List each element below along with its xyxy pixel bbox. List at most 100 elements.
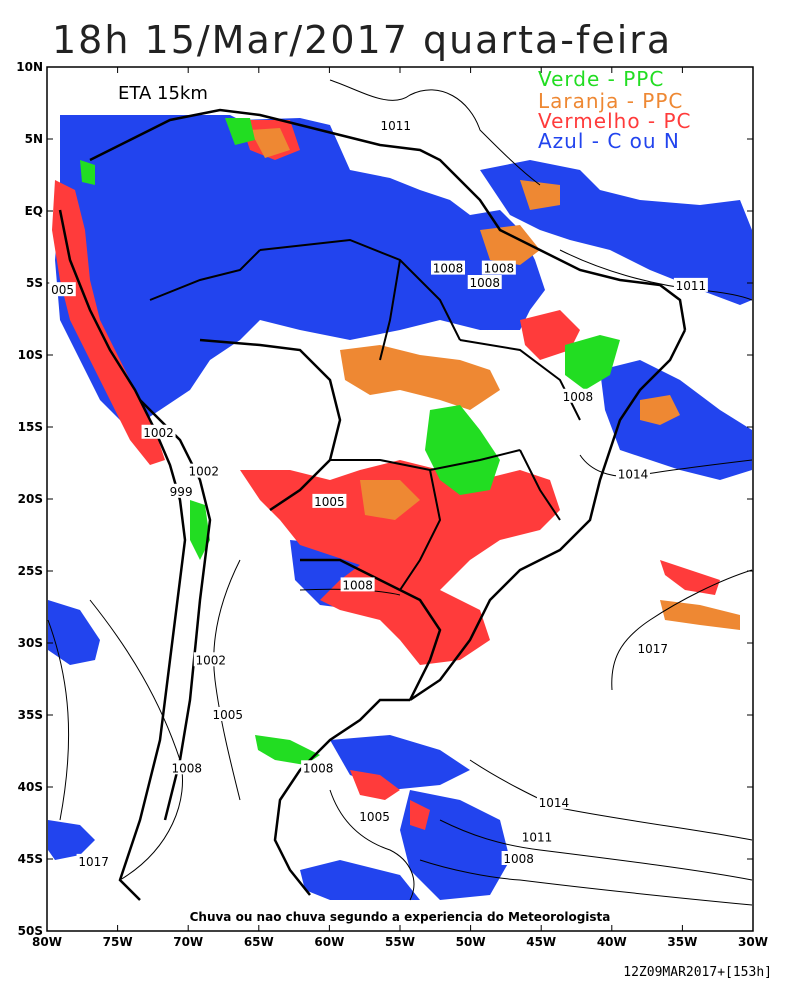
lat-tick-label: 10S — [18, 348, 43, 362]
blue-area-east-coast — [600, 360, 752, 480]
isobar-label: 1005 — [312, 493, 347, 509]
lon-tick-label: 50W — [456, 935, 486, 949]
isobar-contours — [47, 79, 753, 906]
forecast-run-label: 12Z09MAR2017+[153h] — [623, 965, 772, 980]
isobar-value: 1008 — [503, 852, 534, 866]
isobar-value: 1008 — [484, 262, 515, 276]
state-border-6 — [519, 449, 561, 521]
isobar-value: 1008 — [469, 276, 500, 290]
coastline-north — [89, 108, 687, 331]
isobar-value: 005 — [51, 283, 74, 297]
lat-tick-label: 20S — [18, 492, 43, 506]
legend-item-vermelho: Vermelho - PC — [538, 109, 692, 133]
lon-tick-label: 80W — [32, 935, 62, 949]
isobar-label-bg — [635, 640, 670, 655]
political-boundaries — [58, 108, 687, 901]
orange-area-central — [340, 345, 500, 410]
legend: Verde - PPC Laranja - PPC Vermelho - PC … — [538, 67, 692, 153]
orange-area-east-coast — [640, 395, 680, 425]
isobar-value: 1002 — [143, 426, 174, 440]
isobar-label: 1005 — [357, 809, 392, 824]
orange-area-atlantic — [660, 600, 740, 630]
border-brazil-west — [199, 338, 342, 512]
isobar-label: 1008 — [340, 577, 375, 592]
isobar-label-bg — [536, 794, 571, 809]
isobar-label-bg — [76, 853, 111, 868]
isobar-label: 1014 — [536, 794, 571, 810]
isobar-label: 1002 — [186, 463, 221, 479]
red-area-east-ocean — [660, 560, 720, 595]
isobar-value: 1002 — [196, 653, 227, 667]
isobar-label-bg — [467, 275, 502, 289]
blue-area-far-south — [300, 860, 420, 900]
lat-tick-label: 45S — [18, 852, 43, 866]
isobar-value: 1008 — [303, 761, 334, 775]
isobar-label: 1017 — [76, 853, 111, 869]
isobar-value: 999 — [170, 485, 193, 499]
isobar-value: 1008 — [433, 262, 464, 276]
isobar-label: 005 — [49, 282, 76, 297]
isobar-label-bg — [519, 829, 554, 844]
blue-area-amazon — [55, 115, 545, 430]
longitude-labels: 80W 75W 70W 65W 60W 55W 50W 45W 40W 35W 30W — [32, 935, 768, 949]
orange-area-northeast-2 — [520, 180, 560, 210]
isobar-value: 1005 — [212, 708, 243, 722]
coastline-east — [409, 329, 687, 702]
coastline-west — [58, 209, 187, 901]
isobar-label-bg — [615, 466, 650, 481]
lon-tick-label: 40W — [597, 935, 627, 949]
isobar-label: 1011 — [519, 829, 554, 844]
isobar-1008-south — [89, 599, 183, 881]
orange-area-north — [250, 128, 290, 158]
lat-tick-label: 15S — [18, 420, 43, 434]
isobar-label: 1017 — [635, 640, 670, 656]
legend-item-azul: Azul - C ou N — [538, 129, 680, 153]
lat-tick-label: 40S — [18, 780, 43, 794]
isobar-value: 1017 — [78, 855, 109, 869]
isobar-label-bg — [312, 493, 347, 508]
isobar-value: 1011 — [676, 279, 707, 293]
lat-tick-label: 35S — [18, 708, 43, 722]
isobar-label-bg — [340, 577, 375, 592]
red-area-south — [350, 770, 400, 800]
blue-area-south-atlantic-2 — [330, 735, 470, 790]
isobar-label: 1008 — [301, 760, 336, 775]
map-caption: Chuva ou nao chuva segundo a experiencia… — [190, 910, 611, 924]
isobar-label: 1008 — [169, 760, 204, 775]
isobar-label-bg — [169, 760, 204, 775]
lat-tick-label: 30S — [18, 636, 43, 650]
isobar-value: 1014 — [539, 796, 570, 810]
isobar-value: 1002 — [188, 465, 219, 479]
isobar-label-bg — [141, 424, 176, 439]
isobar-label-bg — [186, 463, 221, 478]
red-area-central — [240, 460, 560, 665]
isobar-label-bg — [49, 282, 76, 297]
isobar-label: 1005 — [210, 707, 245, 722]
lon-tick-label: 65W — [244, 935, 274, 949]
latitude-labels: 10N 5N EQ 5S 10S 15S 20S 25S 30S 35S 40S 45S 50S — [16, 60, 43, 938]
lon-tick-label: 55W — [385, 935, 415, 949]
isobar-label: 1011 — [673, 277, 708, 293]
lat-tick-label: 5N — [25, 132, 43, 146]
isobar-value: 1008 — [342, 578, 373, 592]
green-area-andes-south — [190, 500, 210, 560]
isobar-label-bg — [673, 277, 708, 292]
state-border-5 — [399, 469, 442, 591]
isobar-1008-south-2 — [419, 859, 753, 906]
lon-tick-label: 60W — [314, 935, 344, 949]
precipitation-fields — [48, 115, 752, 900]
blue-area-pacific-south — [48, 820, 95, 860]
lat-tick-label: 5S — [26, 276, 43, 290]
isobar-label-bg — [431, 260, 466, 275]
lon-tick-label: 75W — [103, 935, 133, 949]
red-area-south-2 — [410, 800, 430, 830]
isobar-label: 1011 — [378, 118, 413, 133]
isobar-label-bg — [501, 851, 536, 865]
lat-tick-label: 25S — [18, 564, 43, 578]
isobar-label-bg — [481, 260, 516, 275]
orange-area-goias — [360, 480, 420, 520]
isobar-label-bg — [357, 809, 392, 824]
border-andes — [139, 399, 212, 821]
isobar-label-bg — [210, 707, 245, 721]
